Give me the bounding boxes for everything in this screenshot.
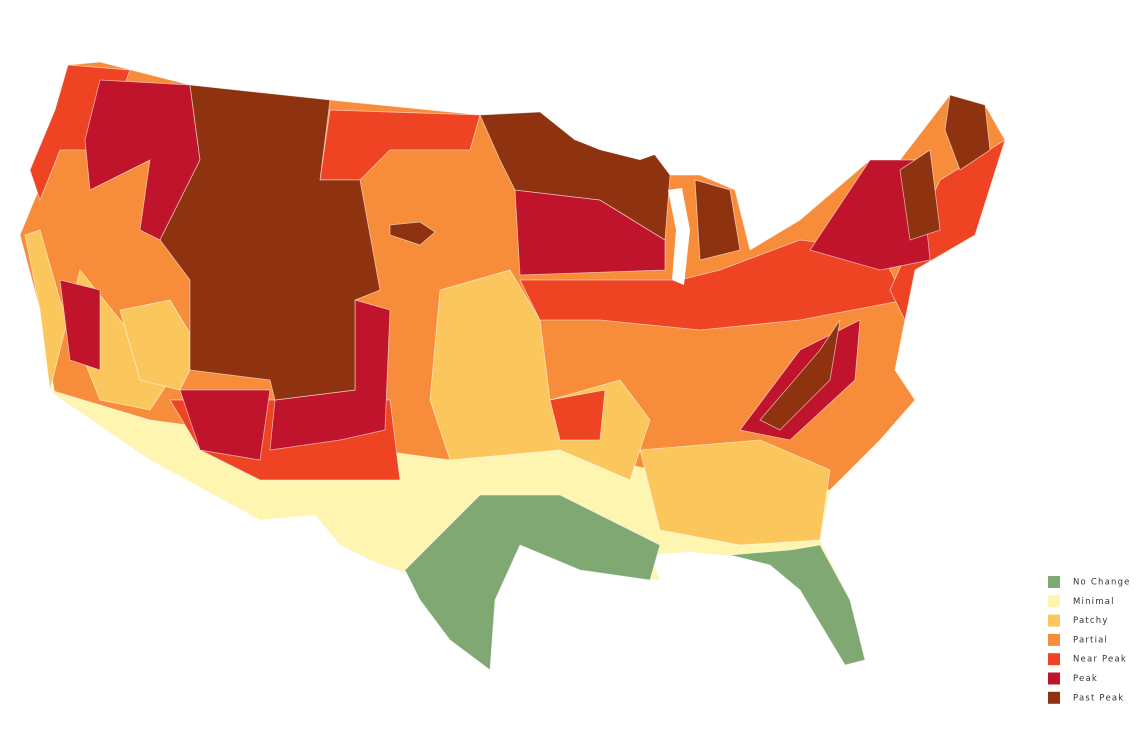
legend-label: Patchy [1073,616,1109,626]
legend-label: Partial [1073,635,1108,645]
region [549,389,606,441]
legend-swatch [1048,672,1060,685]
legend-label: Near Peak [1073,655,1127,665]
region [759,319,841,431]
legend-swatch [1048,614,1060,627]
map-regions [19,61,1006,671]
region [729,544,866,666]
legend-swatch [1048,576,1060,588]
legend-swatch [1048,633,1060,646]
region [639,439,831,546]
legend-label: Minimal [1073,597,1115,607]
legend-swatch [1048,691,1060,704]
legend-label: No Change [1073,578,1131,588]
region [889,139,1006,322]
legend-swatch [1048,595,1060,608]
region [389,221,436,246]
legend-label: Past Peak [1073,693,1124,703]
region [159,84,381,401]
legend: No Change Minimal Patchy Partial Near Peak Pe… [1048,576,1131,704]
region [179,389,271,461]
lake [668,188,690,285]
region [404,494,661,671]
region [694,179,741,261]
legend-label: Peak [1073,674,1098,684]
region [944,94,991,171]
region [899,149,941,241]
legend-swatch [1048,653,1060,666]
lake [575,128,668,160]
region [59,279,101,371]
